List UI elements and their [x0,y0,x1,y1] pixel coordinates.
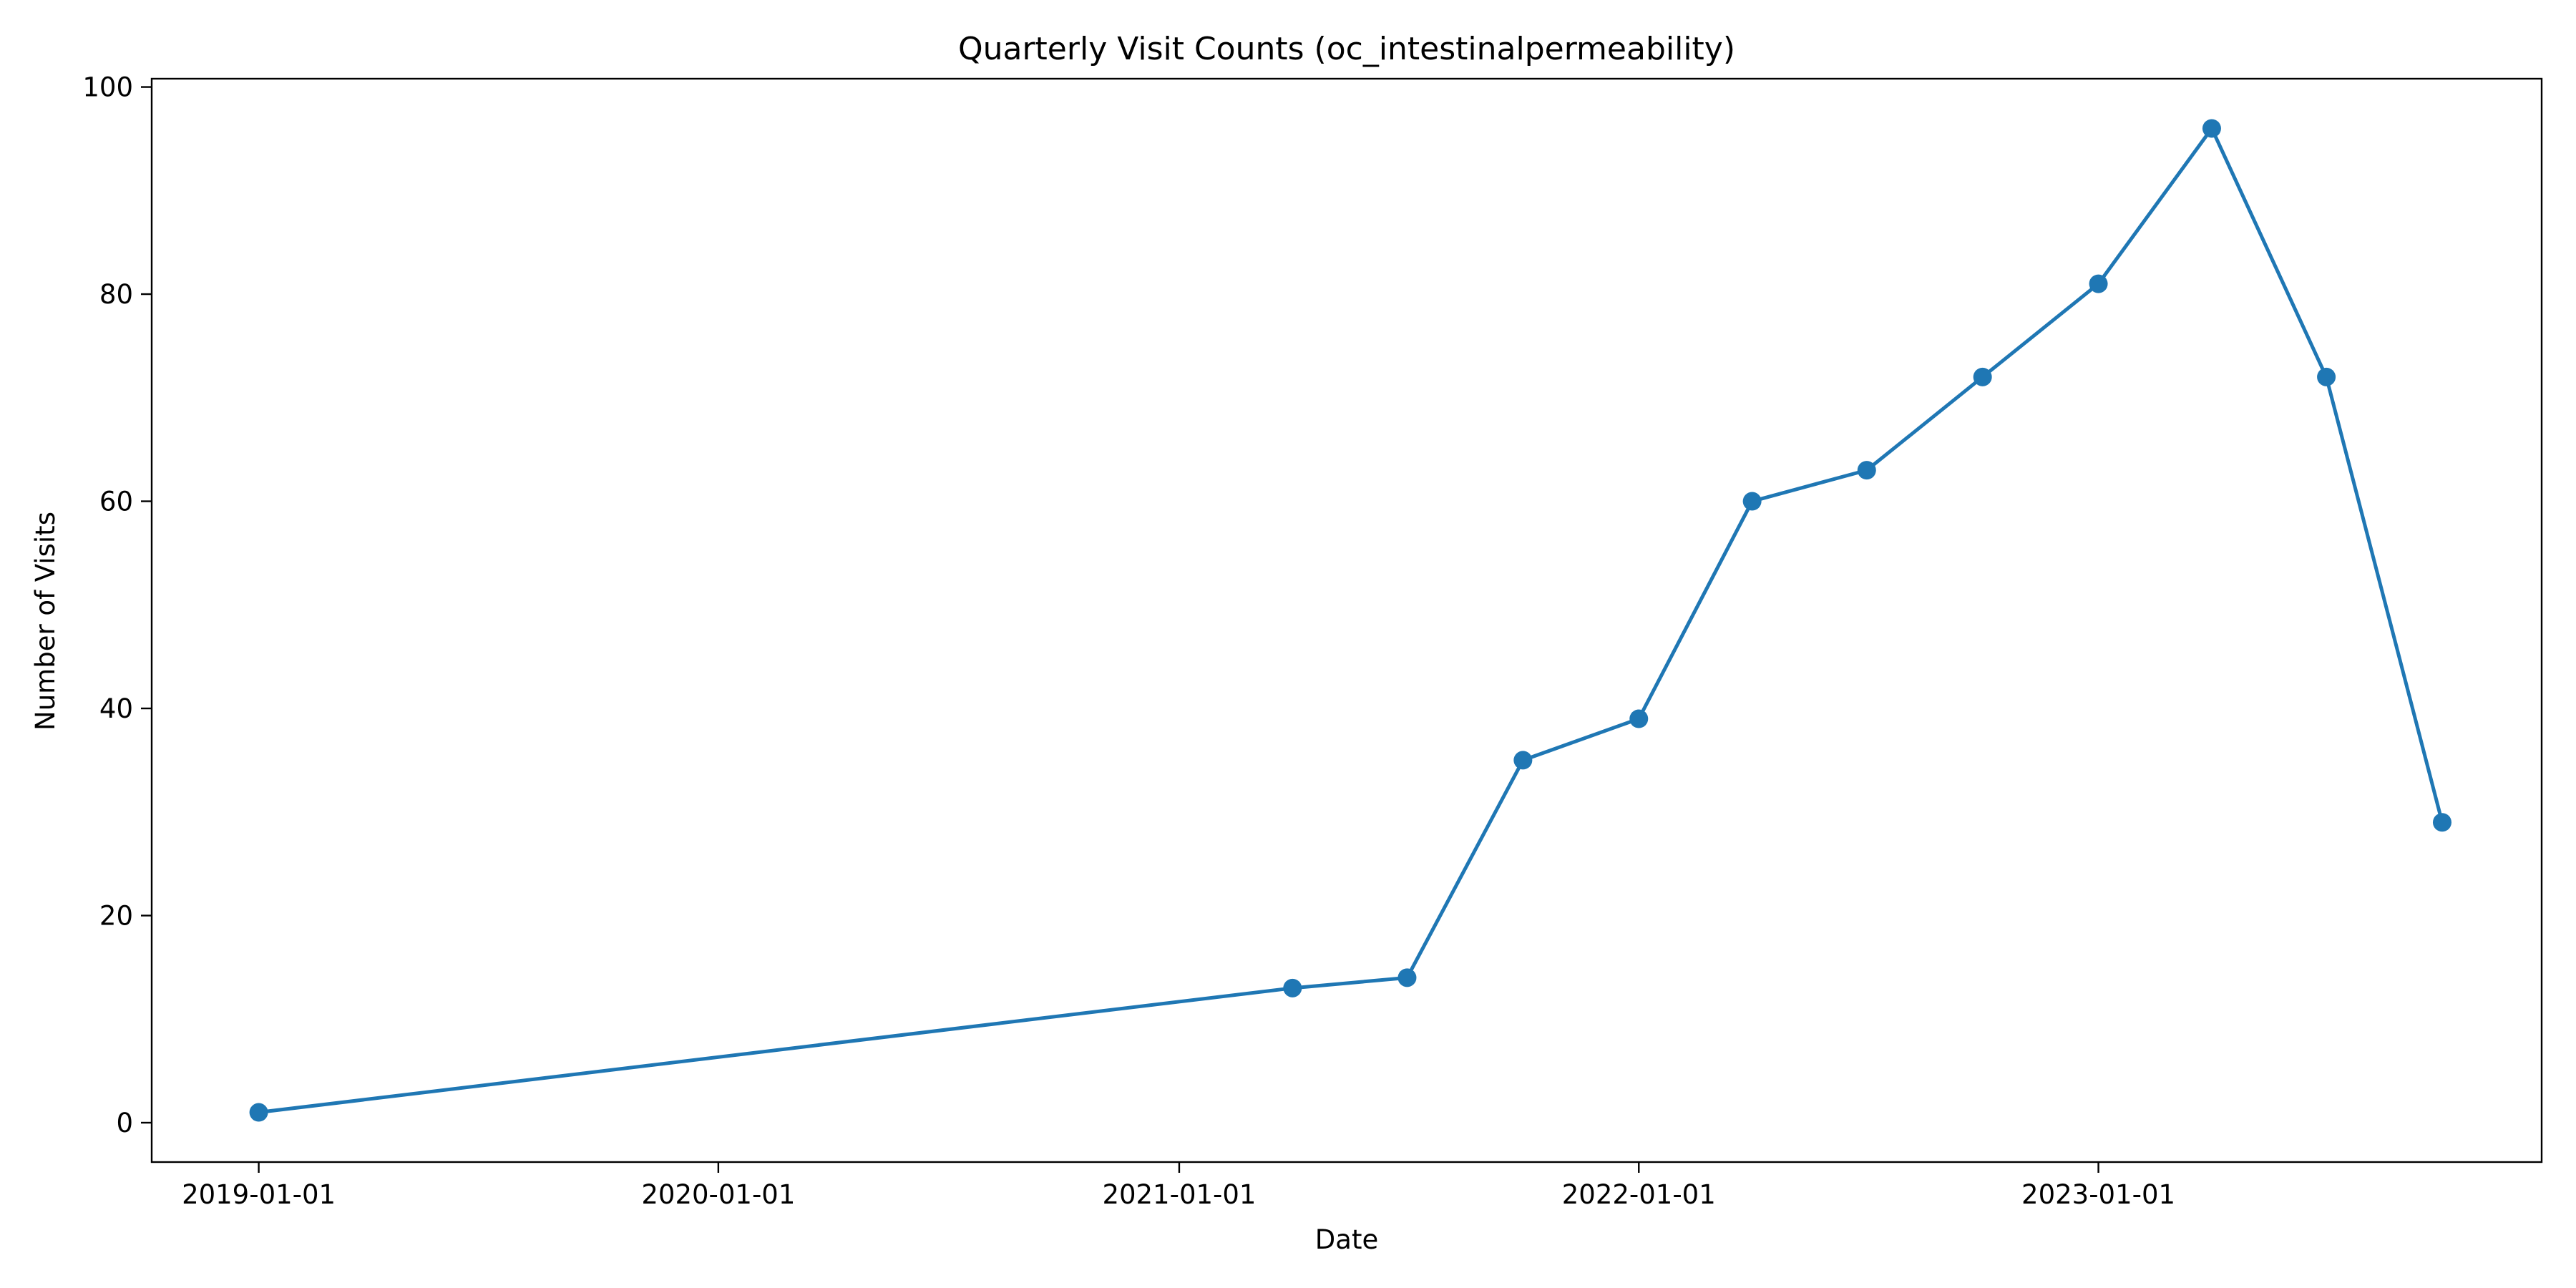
axes: 2019-01-01 2020-01-01 2021-01-01 2022-01-01… [82,72,2543,1210]
series-line [257,126,2444,1115]
data-point [2317,367,2336,386]
x-tick-label: 2022-01-01 [1562,1179,1716,1210]
data-point [249,1103,268,1122]
data-point [1857,461,1876,480]
data-point [1513,751,1533,770]
x-tick-label: 2020-01-01 [641,1179,795,1210]
data-point [1629,709,1649,728]
y-tick-label: 60 [99,487,133,517]
data-point [1973,367,1992,386]
y-tick-label: 20 [99,901,133,932]
data-point [2202,119,2221,138]
x-tick-label: 2021-01-01 [1102,1179,1256,1210]
x-axis-title: Date [1315,1224,1378,1255]
data-point [2432,813,2451,832]
y-tick-label: 80 [99,279,133,310]
y-axis-title: Number of Visits [30,512,61,731]
y-tick-label: 100 [82,72,133,103]
x-tick-label: 2023-01-01 [2021,1179,2175,1210]
x-tick-label: 2019-01-01 [182,1179,336,1210]
data-point [1742,492,1762,511]
axes-frame [150,77,2543,1163]
data-point [2089,274,2108,293]
y-tick-label: 0 [116,1108,133,1138]
data-point [1283,978,1302,997]
y-tick-label: 40 [99,693,133,724]
plot-area [249,119,2451,1122]
data-point [1397,968,1417,987]
chart-title: Quarterly Visit Counts (oc_intestinalper… [958,31,1735,67]
